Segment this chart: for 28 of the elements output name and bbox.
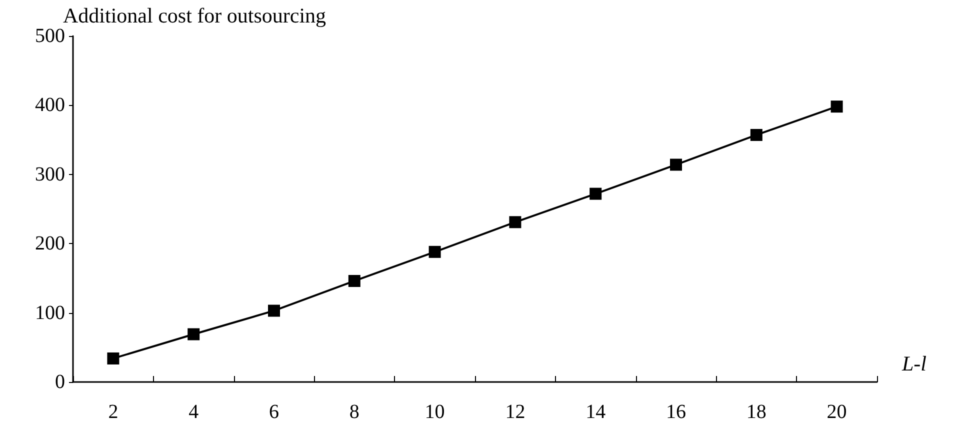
x-tick-label: 8 [349, 401, 360, 423]
x-tick-label: 2 [108, 401, 118, 423]
point [670, 158, 682, 171]
point [107, 352, 120, 364]
y-tick-label: 200 [35, 232, 65, 255]
y-tick-label: 100 [35, 302, 65, 324]
point [830, 100, 843, 113]
point [188, 328, 200, 340]
x-axis-title: L-l [901, 352, 927, 376]
y-tick-label: 300 [35, 163, 65, 186]
x-tick-label: 14 [586, 401, 606, 423]
y-tick-label: 500 [35, 25, 65, 47]
x-tick-label: 20 [826, 401, 847, 423]
point [428, 246, 441, 258]
y-tick-label: 400 [35, 94, 65, 116]
point [348, 274, 360, 287]
point [750, 128, 762, 141]
y-tick-label: 0 [55, 371, 65, 393]
x-tick-label: 16 [666, 401, 686, 423]
x-tick-label: 4 [188, 401, 199, 423]
point [590, 188, 602, 200]
x-tick-label: 12 [505, 401, 526, 423]
point [509, 216, 522, 228]
x-tick-label: 18 [746, 401, 766, 423]
point [268, 304, 280, 317]
x-tick-label: 6 [269, 401, 279, 423]
y-axis-title: Additional cost for outsourcing [63, 4, 327, 28]
x-tick-label: 10 [424, 401, 445, 423]
